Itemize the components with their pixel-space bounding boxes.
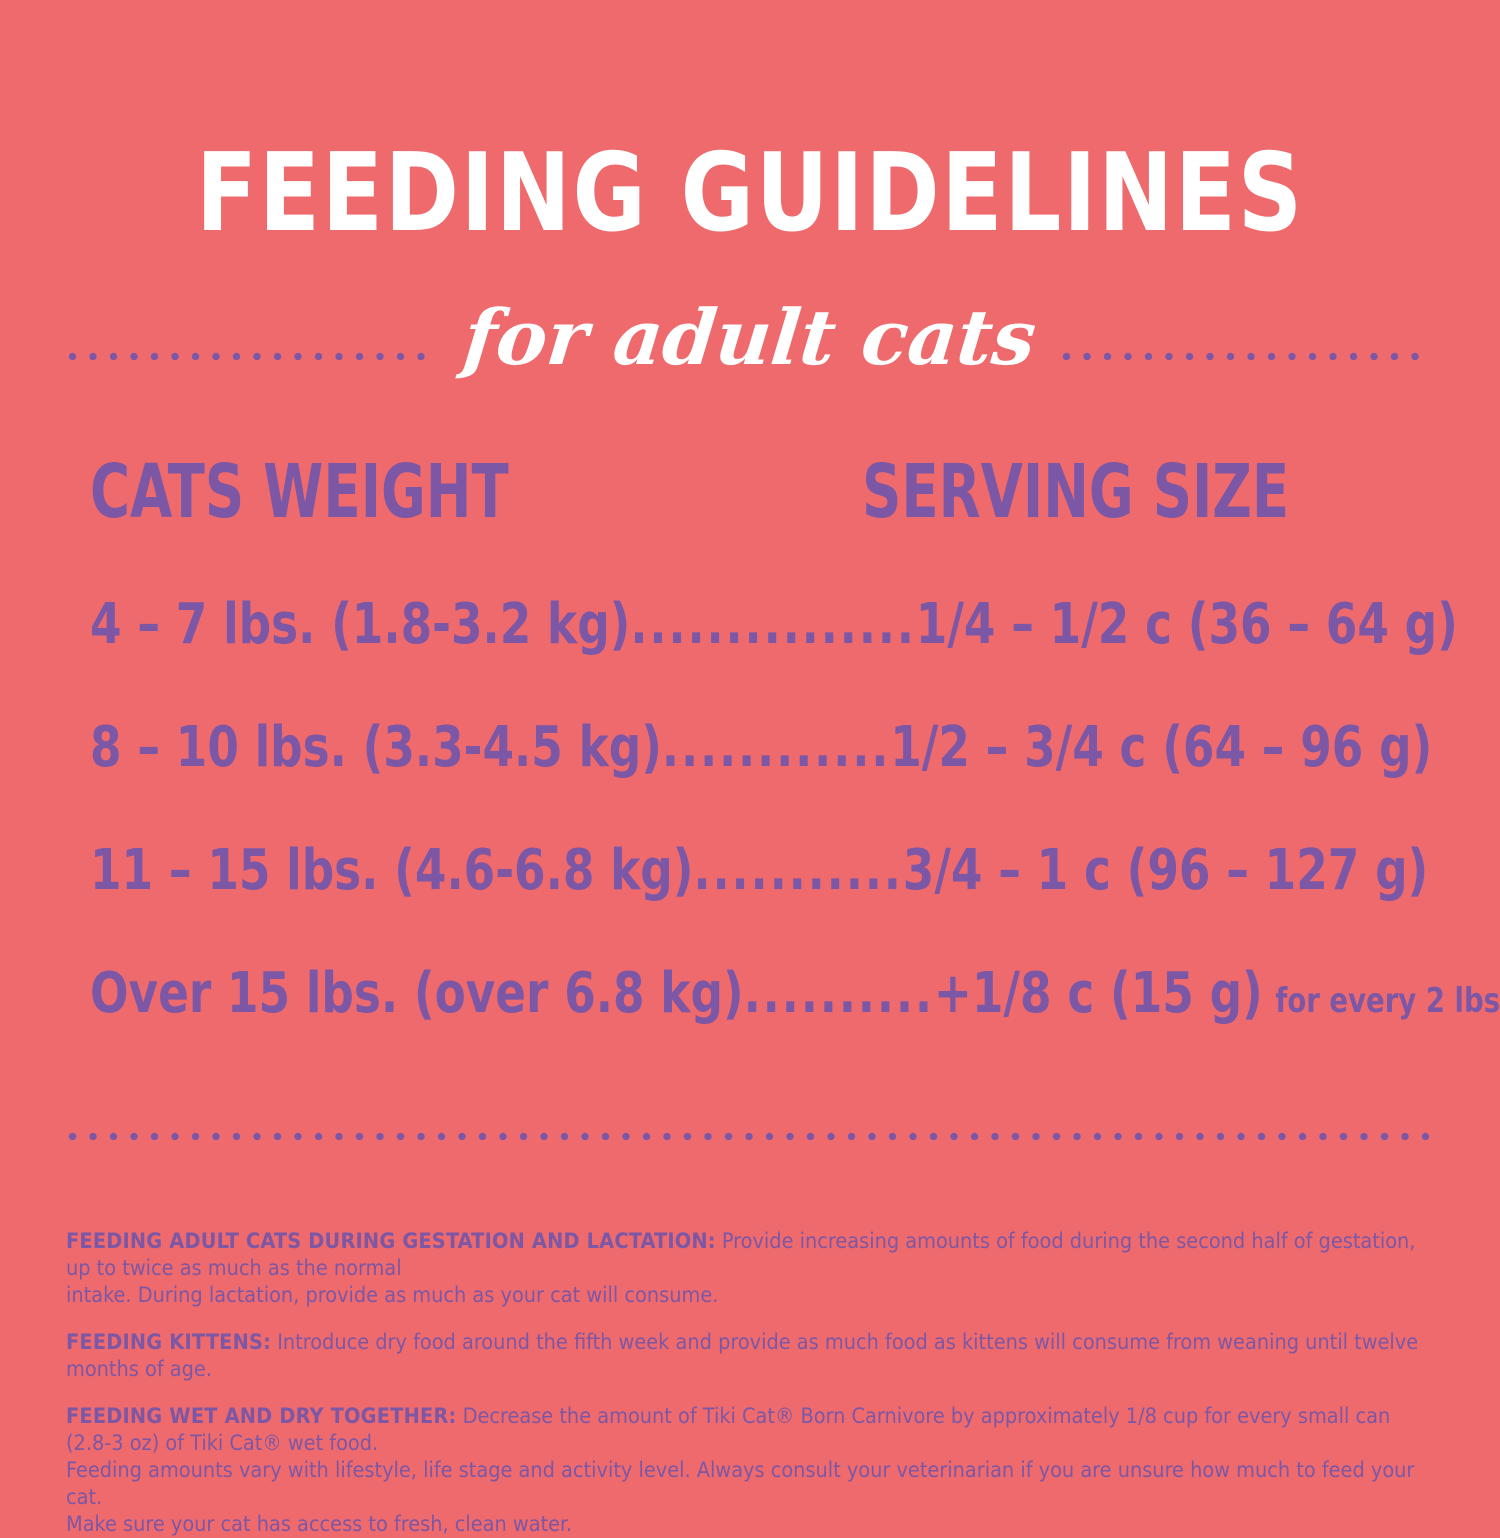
fineprint-lead: FEEDING ADULT CATS DURING GESTATION AND … (66, 1229, 716, 1254)
cell-serving: +1/8 c (15 g) (933, 961, 1263, 1026)
cell-weight: 4 – 7 lbs. (1.8-3.2 kg) (90, 592, 631, 657)
cell-weight: Over 15 lbs. (over 6.8 kg) (90, 961, 744, 1026)
table-row: Over 15 lbs. (over 6.8 kg) .......... +1… (90, 961, 1500, 1026)
leader-dots: ............... (630, 592, 916, 657)
fineprint-body: Provide increasing amounts of food durin… (66, 1229, 1416, 1281)
dotted-rule-left-icon (68, 351, 439, 361)
fineprint-gestation: FEEDING ADULT CATS DURING GESTATION AND … (66, 1228, 1438, 1309)
column-header-serving-size: SERVING SIZE (862, 449, 1290, 535)
cell-serving: 1/4 – 1/2 c (36 – 64 g) (915, 592, 1458, 657)
feeding-guidelines-panel: FEEDING GUIDELINES for adult cats CATS W… (66, 131, 1500, 1537)
cell-serving: 1/2 – 3/4 c (64 – 96 g) (890, 715, 1433, 780)
fineprint-lead: FEEDING KITTENS: (66, 1330, 272, 1355)
fineprint-body: Feeding amounts vary with lifestyle, lif… (66, 1458, 1415, 1510)
subtitle-row: for adult cats (68, 288, 1432, 388)
cell-serving: 3/4 – 1 c (96 – 127 g) (902, 838, 1429, 903)
leader-dots: .......... (743, 961, 934, 1026)
table-row: 4 – 7 lbs. (1.8-3.2 kg) ............... … (90, 592, 1458, 657)
dotted-divider-icon (68, 1132, 1434, 1141)
cell-serving-note: for every 2 lbs. (1275, 981, 1500, 1021)
fineprint-body: intake. During lactation, provide as muc… (66, 1283, 719, 1308)
fineprint-kittens: FEEDING KITTENS: Introduce dry food arou… (66, 1329, 1438, 1383)
page-subtitle: for adult cats (459, 293, 1041, 382)
cell-weight: 8 – 10 lbs. (3.3-4.5 kg) (90, 715, 662, 780)
table-row: 8 – 10 lbs. (3.3-4.5 kg) ............ 1/… (90, 715, 1432, 780)
page-title: FEEDING GUIDELINES (195, 131, 1305, 256)
fineprint-line: FEEDING KITTENS: Introduce dry food arou… (66, 1329, 1438, 1383)
fineprint-body: Decrease the amount of Tiki Cat® Born Ca… (66, 1404, 1391, 1456)
fineprint-line: FEEDING ADULT CATS DURING GESTATION AND … (66, 1228, 1438, 1282)
fineprint-body: Introduce dry food around the fifth week… (66, 1330, 1419, 1382)
table-row: 11 – 15 lbs. (4.6-6.8 kg) ........... 3/… (90, 838, 1428, 903)
cell-weight: 11 – 15 lbs. (4.6-6.8 kg) (90, 838, 694, 903)
leader-dots: ........... (693, 838, 903, 903)
fineprint-lead: FEEDING WET AND DRY TOGETHER: (66, 1404, 457, 1429)
column-header-cats-weight: CATS WEIGHT (90, 449, 509, 535)
dotted-rule-right-icon (1061, 351, 1432, 361)
feeding-table: CATS WEIGHT SERVING SIZE 4 – 7 lbs. (1.8… (90, 452, 1500, 1086)
fineprint-body: Make sure your cat has access to fresh, … (66, 1512, 573, 1537)
table-header-row: CATS WEIGHT SERVING SIZE (90, 452, 1420, 532)
table-body: 4 – 7 lbs. (1.8-3.2 kg) ............... … (90, 592, 1500, 1026)
fineprint-wet-and-dry: FEEDING WET AND DRY TOGETHER: Decrease t… (66, 1403, 1438, 1538)
fineprint-section: FEEDING ADULT CATS DURING GESTATION AND … (66, 1228, 1438, 1538)
fineprint-line: FEEDING WET AND DRY TOGETHER: Decrease t… (66, 1403, 1438, 1457)
leader-dots: ............ (661, 715, 891, 780)
